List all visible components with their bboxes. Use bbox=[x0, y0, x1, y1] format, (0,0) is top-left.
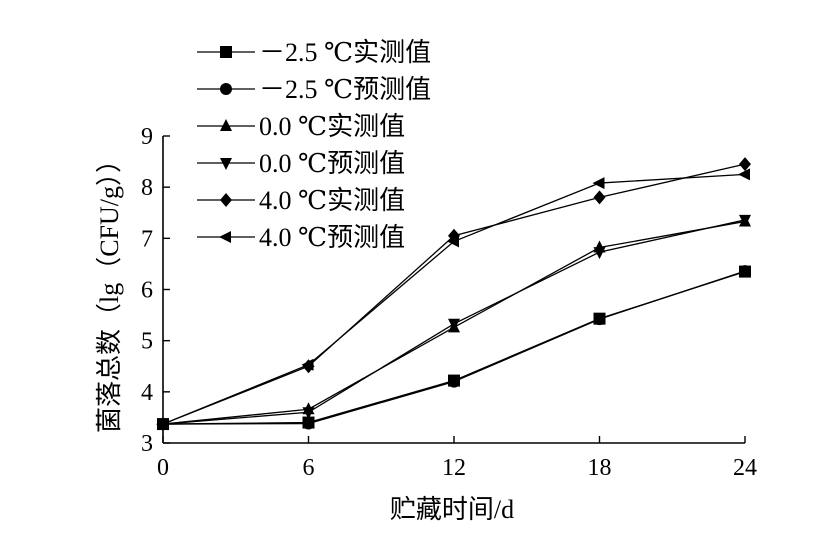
legend-item: 4.0 ℃预测值 bbox=[197, 223, 405, 252]
legend-item: 0.0 ℃预测值 bbox=[197, 149, 405, 178]
y-tick-label: 5 bbox=[141, 329, 153, 355]
legend-marker bbox=[220, 193, 232, 207]
legend-item: －2.5 ℃实测值 bbox=[197, 38, 431, 67]
series-markers bbox=[156, 157, 751, 432]
y-tick-label: 7 bbox=[141, 226, 153, 252]
data-point-6 bbox=[447, 235, 459, 248]
y-tick-label: 8 bbox=[141, 175, 153, 201]
data-point-6 bbox=[301, 358, 314, 371]
legend-item: －2.5 ℃预测值 bbox=[197, 75, 431, 104]
legend-label: 0.0 ℃预测值 bbox=[259, 149, 405, 178]
series-line-2 bbox=[162, 270, 746, 425]
x-tick-label: 12 bbox=[442, 455, 466, 481]
legend-label: 4.0 ℃预测值 bbox=[259, 223, 405, 252]
legend-item: 0.0 ℃实测值 bbox=[197, 112, 405, 141]
x-tick-label: 18 bbox=[588, 455, 612, 481]
y-tick-label: 9 bbox=[141, 124, 153, 150]
legend-marker bbox=[219, 231, 231, 243]
data-point-6 bbox=[738, 168, 750, 181]
legend-marker bbox=[220, 119, 232, 131]
data-point-4 bbox=[593, 247, 606, 260]
legend-label: －2.5 ℃预测值 bbox=[259, 75, 431, 104]
data-point-2 bbox=[739, 265, 751, 278]
legend-marker bbox=[220, 46, 232, 58]
x-tick-label: 24 bbox=[733, 455, 757, 481]
y-tick-label: 6 bbox=[141, 278, 153, 304]
data-point-5 bbox=[593, 190, 606, 205]
data-point-2 bbox=[302, 417, 315, 430]
x-tick-label: 6 bbox=[303, 455, 315, 481]
series-line-1 bbox=[162, 270, 746, 425]
data-point-2 bbox=[593, 313, 606, 326]
legend-marker bbox=[220, 83, 232, 95]
data-point-6 bbox=[156, 418, 168, 431]
legend-label: －2.5 ℃实测值 bbox=[259, 38, 431, 67]
y-axis-title: 菌落总数（lg（CFU/g）） bbox=[95, 147, 124, 433]
data-point-2 bbox=[448, 375, 460, 388]
legend-label: 0.0 ℃实测值 bbox=[259, 112, 405, 141]
x-tick-label: 0 bbox=[157, 455, 169, 481]
x-axis-title: 贮藏时间/d bbox=[390, 495, 514, 524]
y-tick-label: 3 bbox=[141, 431, 153, 457]
legend: －2.5 ℃实测值 －2.5 ℃预测值 0.0 ℃实测值 0.0 ℃预测值 4.0 ℃实… bbox=[197, 38, 431, 252]
legend-label: 4.0 ℃实测值 bbox=[259, 186, 405, 215]
data-point-5 bbox=[739, 157, 751, 172]
data-point-6 bbox=[592, 177, 605, 190]
data-point-4 bbox=[448, 318, 460, 331]
legend-marker bbox=[220, 158, 232, 170]
y-tick-label: 4 bbox=[141, 380, 153, 406]
legend-item: 4.0 ℃实测值 bbox=[197, 186, 405, 215]
data-point-4 bbox=[302, 407, 315, 420]
axes: 0 6 12 18 24 3 4 5 6 7 8 9 bbox=[141, 124, 757, 481]
data-point-4 bbox=[739, 214, 751, 227]
